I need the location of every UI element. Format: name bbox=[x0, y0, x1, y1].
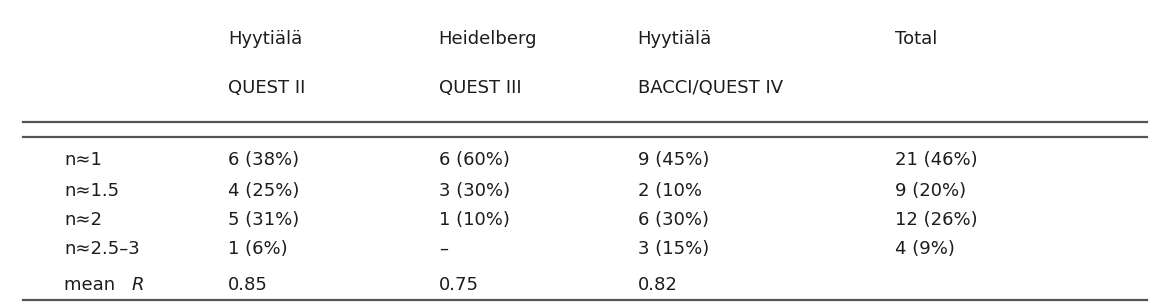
Text: QUEST III: QUEST III bbox=[439, 79, 522, 97]
Text: 0.75: 0.75 bbox=[439, 276, 479, 294]
Text: 6 (30%): 6 (30%) bbox=[638, 210, 709, 229]
Text: 6 (38%): 6 (38%) bbox=[228, 151, 300, 169]
Text: 3 (30%): 3 (30%) bbox=[439, 181, 510, 200]
Text: mean: mean bbox=[64, 276, 122, 294]
Text: 4 (9%): 4 (9%) bbox=[895, 239, 955, 258]
Text: QUEST II: QUEST II bbox=[228, 79, 305, 97]
Text: –: – bbox=[439, 239, 448, 258]
Text: 0.82: 0.82 bbox=[638, 276, 677, 294]
Text: Hyytiälä: Hyytiälä bbox=[228, 30, 302, 48]
Text: 1 (6%): 1 (6%) bbox=[228, 239, 288, 258]
Text: Hyytiälä: Hyytiälä bbox=[638, 30, 711, 48]
Text: 21 (46%): 21 (46%) bbox=[895, 151, 978, 169]
Text: 3 (15%): 3 (15%) bbox=[638, 239, 709, 258]
Text: 2 (10%: 2 (10% bbox=[638, 181, 702, 200]
Text: Heidelberg: Heidelberg bbox=[439, 30, 537, 48]
Text: 0.85: 0.85 bbox=[228, 276, 268, 294]
Text: 12 (26%): 12 (26%) bbox=[895, 210, 978, 229]
Text: BACCI/QUEST IV: BACCI/QUEST IV bbox=[638, 79, 783, 97]
Text: 9 (45%): 9 (45%) bbox=[638, 151, 709, 169]
Text: 1 (10%): 1 (10%) bbox=[439, 210, 510, 229]
Text: n≈2: n≈2 bbox=[64, 210, 102, 229]
Text: 9 (20%): 9 (20%) bbox=[895, 181, 966, 200]
Text: 4 (25%): 4 (25%) bbox=[228, 181, 300, 200]
Text: 5 (31%): 5 (31%) bbox=[228, 210, 300, 229]
Text: n≈1.5: n≈1.5 bbox=[64, 181, 119, 200]
Text: 6 (60%): 6 (60%) bbox=[439, 151, 510, 169]
Text: n≈1: n≈1 bbox=[64, 151, 102, 169]
Text: Total: Total bbox=[895, 30, 937, 48]
Text: R: R bbox=[131, 276, 144, 294]
Text: n≈2.5–3: n≈2.5–3 bbox=[64, 239, 140, 258]
